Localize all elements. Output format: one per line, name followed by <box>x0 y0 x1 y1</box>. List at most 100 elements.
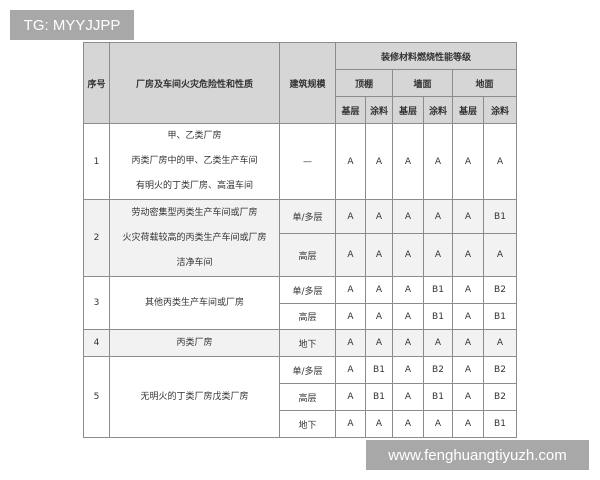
rating-cell: B1 <box>423 276 453 304</box>
rating-cell: A <box>335 410 366 438</box>
watermark-top-left: TG: MYYJJPP <box>10 10 134 40</box>
rating-cell: A <box>365 123 393 200</box>
rating-cell: A <box>423 199 453 234</box>
rating-cell: A <box>452 410 484 438</box>
building-scale: 单/多层 <box>279 356 336 384</box>
rating-cell: A <box>365 329 393 357</box>
rating-cell: A <box>365 233 393 277</box>
rating-cell: A <box>423 329 453 357</box>
rating-cell: B1 <box>365 356 393 384</box>
header-floor: 地面 <box>452 69 517 97</box>
rating-cell: B2 <box>483 276 517 304</box>
table-row: 地下 A A A A A B1 <box>84 410 517 438</box>
rating-cell: A <box>452 233 484 277</box>
row-number: 3 <box>83 276 110 330</box>
fire-rating-table: 序号 厂房及车间火灾危险性和性质 建筑规模 装修材料燃烧性能等级 顶棚 墙面 地… <box>83 42 517 438</box>
rating-cell: A <box>452 303 484 330</box>
table-row: 5 无明火的丁类厂房戊类厂房 单/多层 A B1 A B2 A B2 <box>83 356 517 438</box>
rating-cell: A <box>392 356 424 384</box>
rating-cell: B2 <box>423 356 453 384</box>
rating-cell: A <box>392 276 424 304</box>
header-sub-coating: 涂料 <box>483 96 517 124</box>
description-line: 其他丙类生产车间或厂房 <box>144 297 244 308</box>
rating-cell: B1 <box>365 383 393 411</box>
header-grade: 装修材料燃烧性能等级 <box>335 42 517 70</box>
rating-cell: A <box>423 410 453 438</box>
rating-cell: A <box>335 233 366 277</box>
rating-cell: B1 <box>423 383 453 411</box>
header-sub-base: 基层 <box>335 96 366 124</box>
building-scale: 地下 <box>279 329 336 357</box>
rating-cell: B1 <box>483 199 517 234</box>
row-description: 劳动密集型丙类生产车间或厂房 火灾荷载较高的丙类生产车间或厂房 洁净车间 <box>109 199 280 277</box>
row-number: 5 <box>83 356 110 438</box>
rating-cell: A <box>423 123 453 200</box>
rating-cell: A <box>483 329 517 357</box>
table-row: 4 丙类厂房 地下 A A A A A A <box>83 329 517 357</box>
rating-cell: A <box>392 233 424 277</box>
rating-cell: A <box>392 303 424 330</box>
table-row: 高层 A B1 A B1 A B2 <box>84 383 517 411</box>
table-row: 高层 A A A A A A <box>84 233 517 277</box>
description-line: 丙类厂房中的甲、乙类生产车间 <box>131 156 258 166</box>
row-number: 1 <box>83 123 110 200</box>
row-number: 4 <box>83 329 110 357</box>
header-sub-base: 基层 <box>392 96 424 124</box>
rating-cell: A <box>365 199 393 234</box>
row-description: 无明火的丁类厂房戊类厂房 <box>109 356 280 438</box>
building-scale: 单/多层 <box>279 276 336 304</box>
rating-cell: B2 <box>483 383 517 411</box>
header-scale: 建筑规模 <box>279 42 336 124</box>
rating-cell: A <box>452 356 484 384</box>
header-sub-coating: 涂料 <box>365 96 393 124</box>
rating-cell: A <box>392 329 424 357</box>
rating-cell: A <box>483 233 517 277</box>
building-scale: 单/多层 <box>279 199 336 234</box>
rating-cell: A <box>452 383 484 411</box>
rating-cell: A <box>335 276 366 304</box>
rating-cell: A <box>365 276 393 304</box>
rating-cell: B2 <box>483 356 517 384</box>
rating-cell: A <box>483 123 517 200</box>
header-wall: 墙面 <box>392 69 453 97</box>
building-scale: 高层 <box>279 303 336 330</box>
rating-cell: A <box>335 356 366 384</box>
rating-cell: A <box>452 276 484 304</box>
table-row: 1 甲、乙类厂房 丙类厂房中的甲、乙类生产车间 有明火的丁类厂房、高温车间 — A A A A A… <box>83 123 517 200</box>
description-line: 甲、乙类厂房 <box>167 131 222 141</box>
description-line: 火灾荷载较高的丙类生产车间或厂房 <box>122 232 267 243</box>
rating-cell: B1 <box>423 303 453 330</box>
rating-cell: A <box>392 383 424 411</box>
rating-cell: B1 <box>483 303 517 330</box>
rating-cell: A <box>452 199 484 234</box>
rating-cell: A <box>335 123 366 200</box>
rating-cell: A <box>452 329 484 357</box>
table-row: 2 劳动密集型丙类生产车间或厂房 火灾荷载较高的丙类生产车间或厂房 洁净车间 单/多层 A… <box>83 199 517 277</box>
rating-cell: A <box>392 123 424 200</box>
description-line: 有明火的丁类厂房、高温车间 <box>135 181 253 191</box>
table-row: 3 其他丙类生产车间或厂房 单/多层 A A A B1 A B2 <box>83 276 517 330</box>
watermark-bottom-right: www.fenghuangtiyuzh.com <box>366 440 589 470</box>
rating-cell: A <box>335 329 366 357</box>
building-scale: 地下 <box>279 410 336 438</box>
header-sub-base: 基层 <box>452 96 484 124</box>
row-number: 2 <box>83 199 110 277</box>
rating-cell: B1 <box>483 410 517 438</box>
header-category: 厂房及车间火灾危险性和性质 <box>109 42 280 124</box>
header-sub-coating: 涂料 <box>423 96 453 124</box>
building-scale: — <box>279 123 336 200</box>
building-scale: 高层 <box>279 383 336 411</box>
table-row: 高层 A A A B1 A B1 <box>84 303 517 330</box>
rating-cell: A <box>365 410 393 438</box>
row-description: 甲、乙类厂房丙类厂房中的甲、乙类生产车间 有明火的丁类厂房、高温车间 <box>109 123 280 200</box>
rating-cell: A <box>335 383 366 411</box>
building-scale: 高层 <box>279 233 336 277</box>
rating-cell: A <box>392 410 424 438</box>
description-line: 丙类厂房 <box>176 337 213 348</box>
row-description: 其他丙类生产车间或厂房 <box>109 276 280 330</box>
rating-cell: A <box>335 199 366 234</box>
description-line: 劳动密集型丙类生产车间或厂房 <box>131 207 258 218</box>
row-description: 丙类厂房 <box>109 329 280 357</box>
header-no: 序号 <box>83 42 110 124</box>
rating-cell: A <box>392 199 424 234</box>
